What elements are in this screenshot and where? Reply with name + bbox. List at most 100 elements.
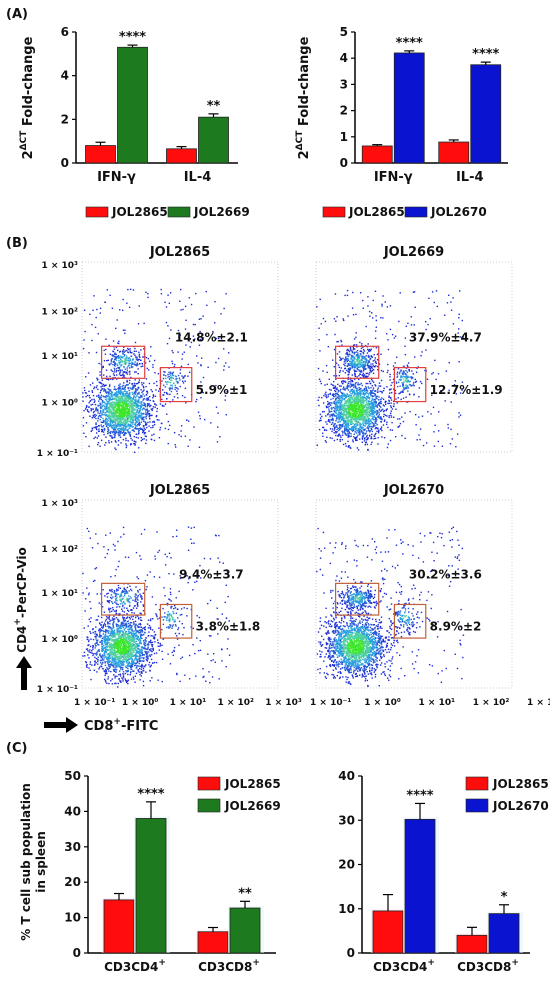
dot-plot-event — [117, 406, 120, 409]
dot-plot-event — [136, 406, 138, 408]
dot-plot-event — [358, 430, 361, 432]
dot-plot-event — [342, 414, 345, 416]
dot-plot-event — [345, 353, 347, 355]
dot-plot-event — [345, 428, 347, 430]
dot-plot-event — [112, 416, 114, 419]
dot-plot-event — [102, 411, 105, 413]
dot-plot-event — [360, 426, 362, 428]
chart-a2-legend-label: JOL2865 — [348, 205, 405, 219]
dot-plot-event — [351, 401, 353, 403]
dot-plot-event — [100, 389, 102, 392]
dot-plot-event — [125, 358, 127, 360]
dot-plot-event — [145, 423, 148, 425]
dot-plot-event — [164, 371, 166, 373]
dot-plot-event — [98, 425, 101, 427]
dot-plot-event — [119, 383, 121, 385]
dot-plot-event — [126, 407, 128, 409]
dot-plot-event — [116, 409, 118, 411]
dot-plot-event — [131, 397, 134, 400]
dot-plot-event — [355, 409, 358, 411]
dot-plot-event — [413, 381, 415, 384]
dot-plot-event — [437, 373, 440, 375]
dot-plot-event — [128, 360, 131, 362]
dot-plot-event — [335, 420, 337, 422]
dot-plot-event — [202, 315, 204, 317]
dot-plot-event — [371, 399, 374, 401]
dot-plot-event — [329, 415, 331, 418]
dot-plot-event — [357, 365, 360, 368]
dot-plot-event — [356, 395, 358, 397]
dot-plot-frame — [81, 261, 279, 453]
dot-plot-event — [105, 441, 107, 444]
dot-plot-event — [362, 423, 365, 426]
dot-plot-event — [100, 407, 103, 410]
dot-plot-event — [356, 402, 358, 404]
dot-plot-event — [395, 382, 398, 384]
dot-plot-event — [367, 382, 369, 385]
dot-plot-event — [332, 395, 335, 398]
dot-plot-event — [343, 398, 345, 401]
dot-plot-event — [113, 431, 116, 433]
dot-plot-event — [334, 415, 337, 417]
dot-plot-event — [371, 415, 373, 418]
dot-plot-event — [97, 394, 100, 396]
dot-plot-event — [124, 398, 126, 400]
dot-plot-event — [155, 380, 158, 383]
dot-plot-event — [167, 393, 169, 395]
dot-plot-event — [359, 432, 361, 434]
dot-plot-event — [225, 293, 227, 295]
dot-plot-event — [410, 385, 412, 387]
dot-plot-event — [107, 387, 109, 390]
dot-plot-event — [346, 410, 348, 412]
dot-plot-event — [122, 438, 125, 441]
dot-plot-event — [123, 387, 125, 390]
dot-plot-event — [360, 423, 362, 425]
dot-plot-event — [341, 405, 344, 407]
dot-plot-event — [129, 395, 131, 398]
dot-plot-event — [347, 412, 349, 414]
dot-plot-event — [332, 394, 335, 396]
dot-plot-event — [346, 424, 348, 426]
dot-plot-event — [134, 401, 137, 404]
dot-plot-event — [355, 355, 358, 357]
dot-plot-event — [371, 437, 373, 440]
dot-plot-event — [99, 410, 102, 412]
dot-plot-event — [340, 340, 343, 343]
dot-plot-event — [429, 317, 431, 320]
dot-plot-event — [361, 417, 363, 420]
dot-plot-event — [331, 408, 333, 410]
dot-plot-event — [322, 370, 324, 372]
dot-plot-event — [344, 407, 346, 410]
dot-plot-event — [351, 396, 353, 398]
dot-plot-event — [346, 420, 349, 422]
dot-plot-event — [131, 404, 134, 407]
dot-plot-event — [156, 407, 159, 410]
dot-plot-event — [343, 427, 346, 429]
dot-plot-event — [373, 403, 375, 405]
dot-plot-event — [349, 435, 351, 438]
dot-plot-event — [200, 397, 202, 399]
dot-plot-event — [378, 396, 380, 398]
dot-plot-event — [108, 409, 111, 411]
dot-plot-event — [136, 421, 138, 423]
dot-plot-event — [152, 424, 154, 427]
dot-plot-event — [132, 420, 134, 422]
dot-plot-event — [133, 384, 136, 386]
dot-plot-event — [372, 424, 375, 427]
dot-plot-event — [122, 353, 124, 355]
dot-plot-event — [115, 410, 118, 413]
dot-plot-event — [120, 361, 122, 363]
dot-plot-event — [335, 378, 337, 380]
dot-plot-event — [349, 422, 352, 424]
dot-plot-event — [139, 356, 141, 358]
dot-plot-event — [95, 409, 97, 412]
dot-plot-event — [365, 388, 367, 390]
dot-plot-event — [382, 389, 385, 392]
dot-plot-event — [190, 303, 193, 306]
dot-plot-event — [138, 351, 140, 354]
dot-plot-event — [367, 417, 369, 419]
dot-plot-event — [350, 428, 352, 431]
dot-plot-event — [95, 351, 98, 354]
dot-plot-event — [374, 425, 376, 427]
